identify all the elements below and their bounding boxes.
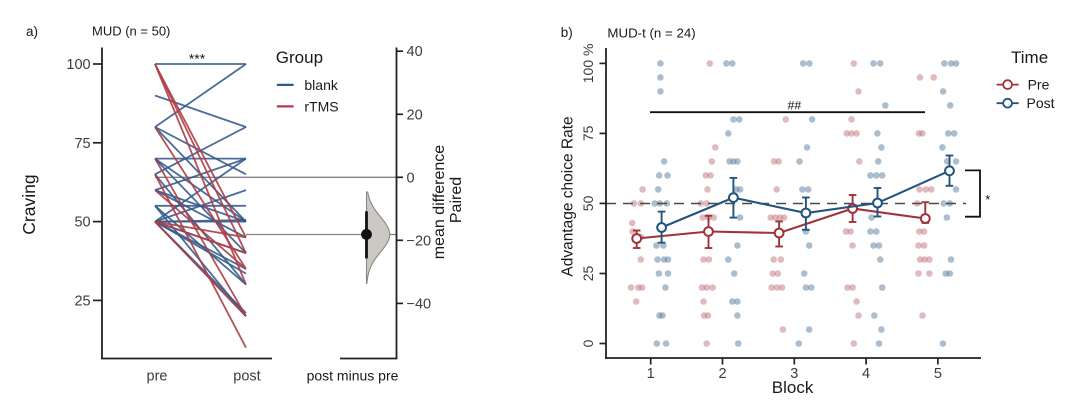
svg-text:3: 3 — [790, 366, 798, 382]
svg-text:post: post — [233, 369, 260, 385]
svg-text:Pre: Pre — [1028, 76, 1050, 92]
svg-text:−20: −20 — [407, 233, 432, 249]
svg-text:4: 4 — [862, 366, 870, 382]
svg-text:100: 100 — [66, 57, 90, 73]
svg-text:0: 0 — [407, 170, 415, 186]
svg-text:Block: Block — [772, 378, 814, 397]
svg-text:100 %: 100 % — [580, 44, 596, 84]
svg-text:MUD (n = 50): MUD (n = 50) — [92, 24, 170, 39]
svg-text:50: 50 — [74, 215, 90, 231]
svg-text:Craving: Craving — [19, 174, 39, 234]
svg-text:MUD-t (n = 24): MUD-t (n = 24) — [607, 26, 695, 41]
svg-text:a): a) — [26, 24, 38, 39]
svg-text:5: 5 — [934, 366, 942, 382]
svg-text:0: 0 — [580, 339, 596, 347]
svg-text:Advantage choice Rate: Advantage choice Rate — [560, 116, 577, 276]
svg-text:Time: Time — [1011, 48, 1048, 67]
svg-text:20: 20 — [407, 107, 423, 123]
svg-text:25: 25 — [74, 293, 90, 309]
svg-text:25: 25 — [580, 266, 596, 282]
svg-text:Post: Post — [1027, 95, 1055, 111]
svg-text:mean difference: mean difference — [431, 145, 448, 260]
svg-text:post minus pre: post minus pre — [307, 368, 399, 384]
svg-text:1: 1 — [647, 366, 655, 382]
svg-text:50: 50 — [580, 195, 596, 211]
svg-text:Group: Group — [276, 48, 323, 67]
svg-text:75: 75 — [74, 136, 90, 152]
svg-text:75: 75 — [580, 125, 596, 141]
svg-text:blank: blank — [304, 77, 338, 93]
svg-text:***: *** — [189, 51, 206, 67]
svg-text:b): b) — [561, 25, 573, 40]
svg-text:−40: −40 — [407, 296, 432, 312]
svg-text:40: 40 — [407, 44, 423, 60]
svg-text:pre: pre — [147, 369, 168, 385]
svg-text:Paired: Paired — [448, 177, 465, 223]
svg-text:*: * — [985, 192, 990, 207]
svg-text:rTMS: rTMS — [304, 98, 338, 114]
svg-text:##: ## — [788, 98, 802, 112]
svg-text:2: 2 — [718, 366, 726, 382]
